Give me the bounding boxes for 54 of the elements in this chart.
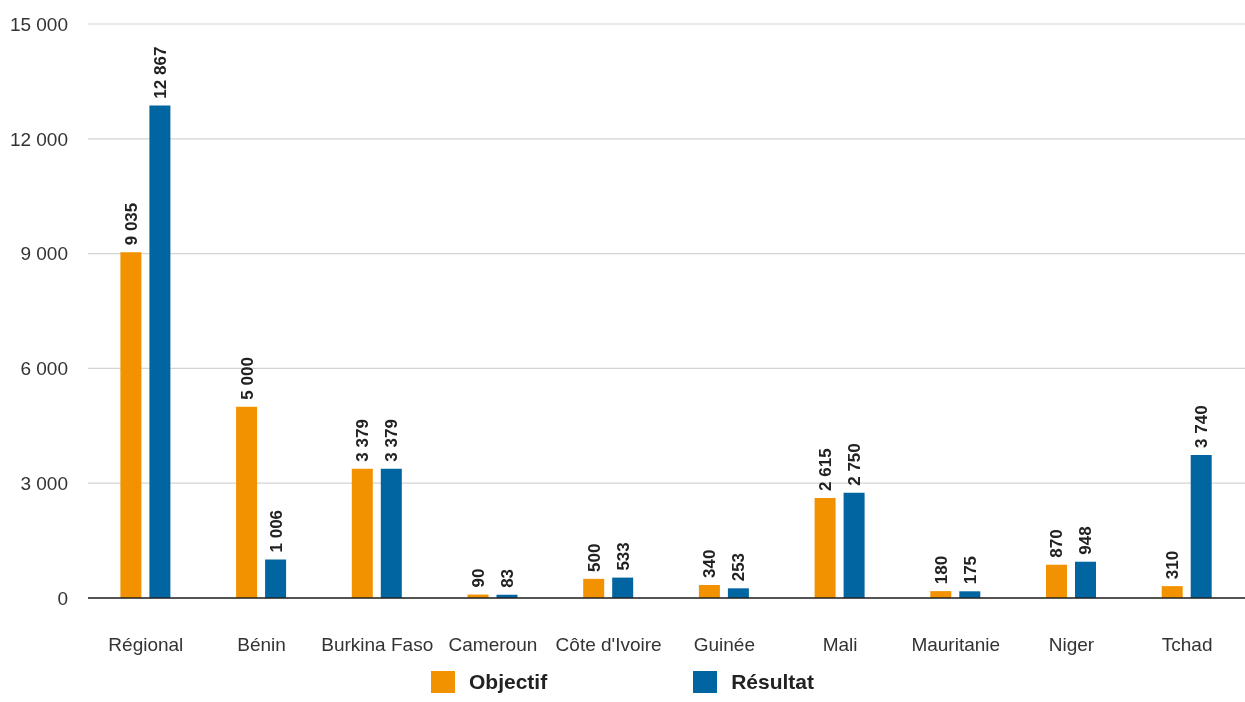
bar [236, 406, 258, 598]
data-label: 253 [728, 552, 748, 582]
legend-label: Résultat [731, 670, 815, 693]
data-label: 340 [699, 549, 719, 578]
bar [1161, 586, 1183, 598]
x-tick-label: Régional [108, 634, 184, 656]
bar [583, 578, 605, 598]
y-tick-label: 6 000 [20, 358, 68, 380]
bar [120, 252, 142, 598]
bar [1190, 454, 1212, 598]
data-label: 310 [1162, 550, 1182, 580]
data-label: 180 [931, 555, 951, 585]
data-label: 870 [1047, 529, 1066, 558]
bar [265, 559, 287, 598]
bar [1046, 564, 1067, 598]
data-label: 3 379 [381, 419, 401, 462]
x-tick-label: Guinée [693, 634, 755, 656]
data-label: 500 [584, 543, 604, 572]
x-tick-label: Mauritanie [911, 634, 1001, 656]
bar [843, 492, 865, 598]
data-label: 1 006 [266, 509, 286, 553]
bar [351, 468, 373, 598]
data-label: 90 [468, 568, 488, 588]
bar [814, 497, 836, 598]
data-label: 2 750 [844, 443, 864, 486]
bar [149, 105, 171, 598]
data-label: 12 867 [150, 46, 170, 99]
data-label: 9 035 [121, 202, 141, 246]
bar [727, 588, 749, 598]
x-tick-label: Niger [1048, 634, 1095, 656]
y-tick-label: 9 000 [20, 243, 68, 265]
data-label: 533 [613, 542, 633, 571]
data-label: 3 379 [352, 419, 372, 462]
data-label: 948 [1076, 526, 1095, 555]
legend-label: Objectif [468, 670, 548, 693]
data-label: 3 740 [1191, 405, 1211, 448]
bar [380, 468, 402, 598]
y-tick-label: 12 000 [9, 128, 68, 150]
data-label: 175 [960, 555, 980, 585]
bar [612, 577, 634, 598]
x-tick-label: Mali [822, 634, 858, 656]
data-label: 83 [497, 568, 517, 588]
y-tick-label: 3 000 [20, 472, 68, 494]
data-label: 2 615 [815, 448, 835, 491]
x-tick-label: Burkina Faso [321, 634, 434, 656]
x-tick-label: Bénin [237, 634, 286, 656]
x-tick-label: Cameroun [448, 634, 538, 656]
x-tick-label: Tchad [1161, 634, 1213, 656]
x-tick-label: Côte d'Ivoire [555, 634, 662, 656]
bar [698, 584, 720, 598]
data-label: 5 000 [237, 357, 257, 400]
y-tick-label: 15 000 [9, 13, 68, 35]
y-tick-label: 0 [57, 587, 68, 609]
bar [1075, 561, 1096, 598]
